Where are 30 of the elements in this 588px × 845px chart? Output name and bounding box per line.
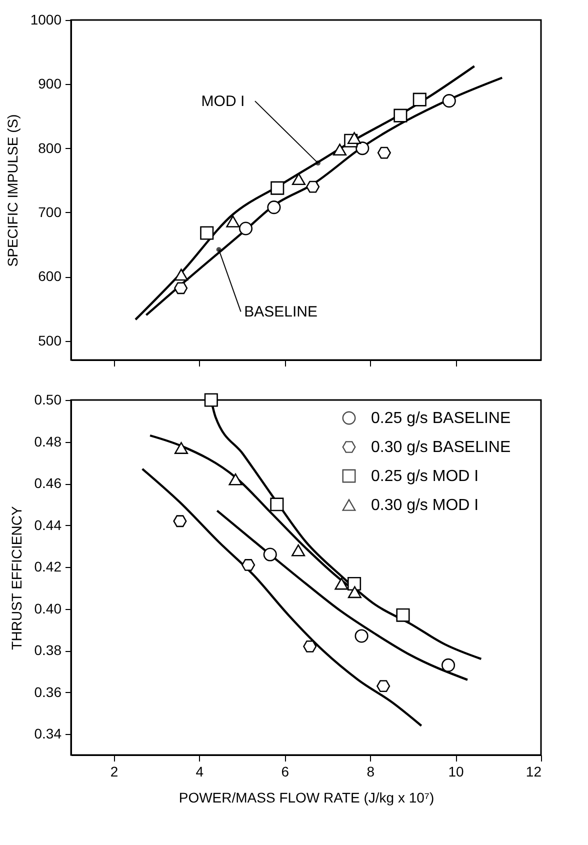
y-tick-label: 0.48 [34,433,62,450]
y-tick-label: 0.44 [34,516,62,533]
y-tick-label: 900 [38,76,62,92]
x-tick-label: 10 [448,764,464,780]
legend-label: 0.25 g/s MOD I [371,468,479,485]
x-tick-label: 12 [526,764,542,780]
legend-label: 0.25 g/s BASELINE [371,410,511,427]
annotation: MOD I [201,93,245,110]
legend-label: 0.30 g/s BASELINE [371,439,511,456]
y-tick-label: 0.40 [34,600,62,616]
x-tick-label: 2 [110,764,118,780]
y-tick-label: 600 [38,268,62,284]
y-tick-label: 800 [38,140,62,156]
y-axis-title: SPECIFIC IMPULSE (S) [4,114,20,267]
y-axis-title: THRUST EFFICIENCY [8,506,24,650]
y-tick-label: 700 [38,204,62,220]
y-tick-label: 1000 [30,12,62,28]
y-tick-label: 0.50 [34,392,62,408]
y-tick-label: 0.34 [34,726,62,742]
y-tick-label: 0.36 [34,684,62,700]
y-tick-label: 0.42 [34,558,62,575]
annotation: BASELINE [244,304,318,321]
x-tick-label: 6 [281,764,290,780]
x-tick-label: 8 [366,764,375,780]
y-tick-label: 500 [38,332,62,348]
y-tick-label: 0.46 [34,475,62,492]
x-axis-title: POWER/MASS FLOW RATE (J/kg x 10⁷) [178,790,434,806]
y-tick-label: 0.38 [34,642,62,658]
legend-label: 0.30 g/s MOD I [371,497,479,514]
x-tick-label: 4 [196,764,204,780]
